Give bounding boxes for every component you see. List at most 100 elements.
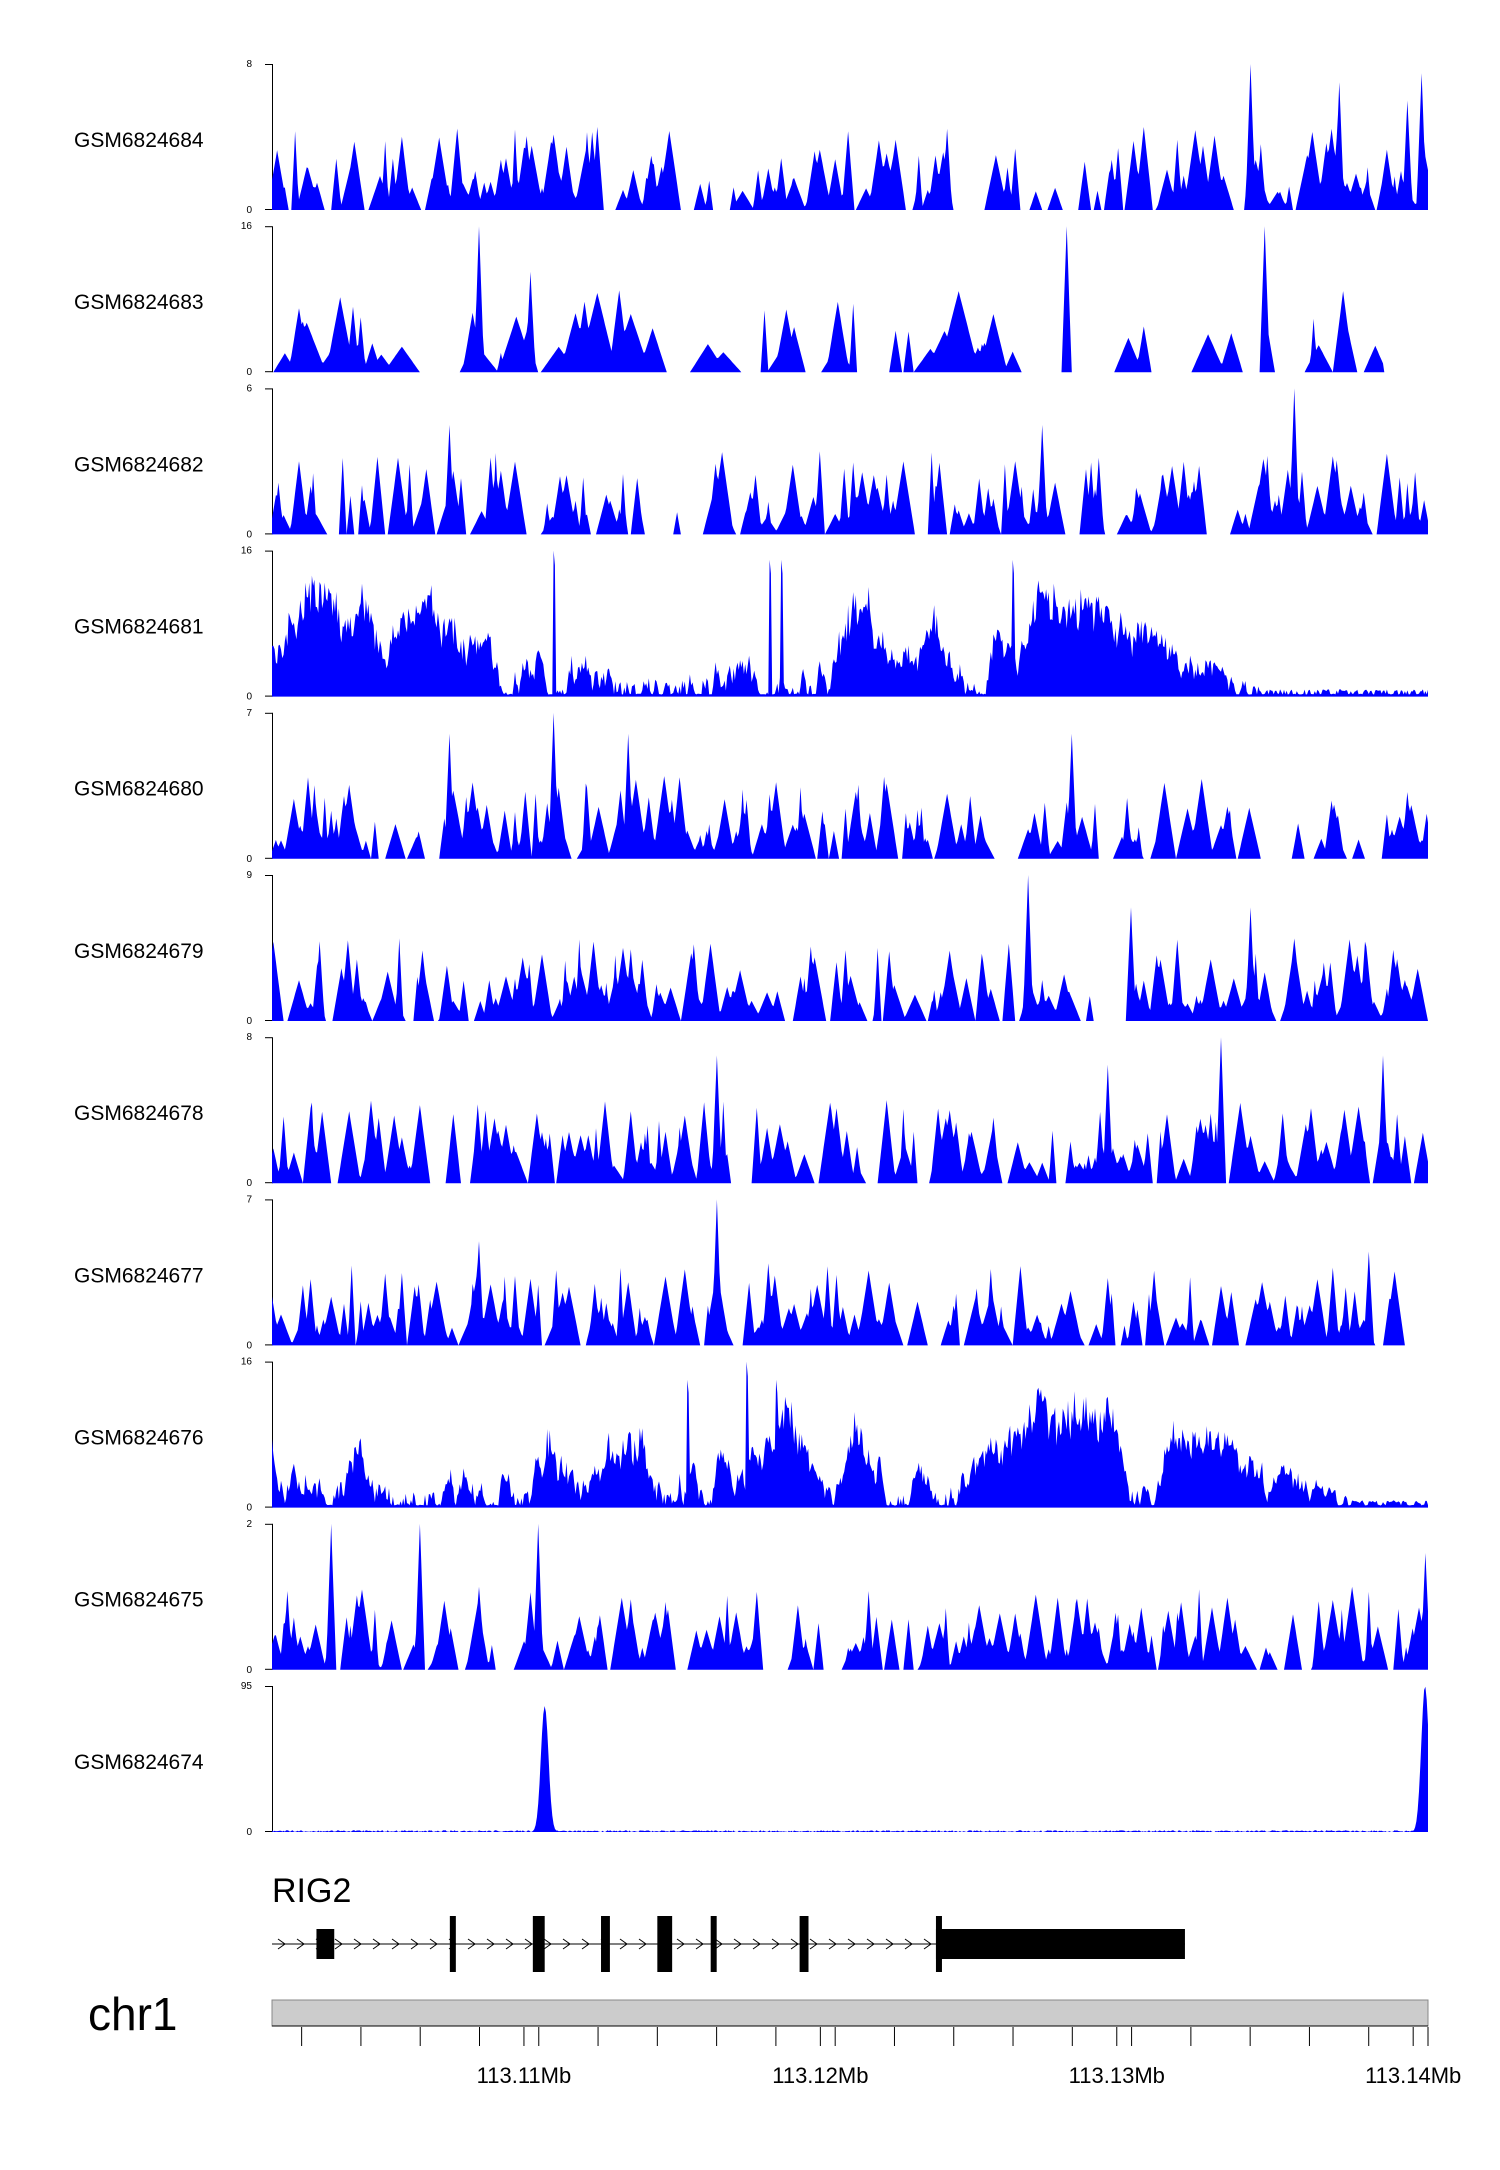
strand-arrow <box>752 1938 761 1950</box>
y-tick-label-min: 0 <box>246 1503 252 1514</box>
strand-arrow <box>847 1938 856 1950</box>
y-tick-label-min: 0 <box>246 529 252 540</box>
coverage-area-GSM6824682 <box>272 388 1428 535</box>
exon <box>601 1916 610 1972</box>
y-tick-label-min: 0 <box>246 854 252 865</box>
strand-arrow <box>429 1938 438 1950</box>
tracks: GSM682468480GSM6824683160GSM682468260GSM… <box>74 59 1428 1838</box>
exon <box>710 1916 717 1972</box>
strand-arrow <box>543 1938 552 1950</box>
strand-arrow <box>467 1938 476 1950</box>
strand-arrow <box>904 1938 913 1950</box>
strand-arrow <box>410 1938 419 1950</box>
x-tick-label: 113.13Mb <box>1069 2063 1165 2088</box>
y-tick-label-min: 0 <box>246 1340 252 1351</box>
track-label: GSM6824675 <box>74 1589 204 1612</box>
y-tick-label-min: 0 <box>246 1178 252 1189</box>
y-tick-label-max: 7 <box>246 1194 252 1205</box>
track-label: GSM6824683 <box>74 291 204 314</box>
y-tick-label-max: 2 <box>246 1519 252 1530</box>
track-GSM6824674: GSM6824674 95 0 <box>74 1681 1428 1838</box>
y-tick-label-max: 95 <box>241 1681 253 1692</box>
chromosome-bar <box>271 1999 1429 2027</box>
coverage-area-GSM6824680 <box>272 712 1428 859</box>
track-label: GSM6824678 <box>74 1102 204 1125</box>
strand-arrow <box>391 1938 400 1950</box>
track-label: GSM6824676 <box>74 1427 204 1450</box>
track-label: GSM6824677 <box>74 1264 204 1287</box>
strand-arrow <box>619 1938 628 1950</box>
strand-arrow <box>771 1938 780 1950</box>
gene-name: RIG2 <box>272 1872 351 1910</box>
y-tick-label-min: 0 <box>246 205 252 216</box>
track-GSM6824682: GSM6824682 6 0 <box>74 383 1428 540</box>
track-GSM6824680: GSM6824680 7 0 <box>74 708 1428 865</box>
strand-arrow <box>790 1938 799 1950</box>
track-label: GSM6824681 <box>74 616 204 639</box>
track-GSM6824683: GSM6824683 16 0 <box>74 221 1428 378</box>
strand-arrow <box>695 1938 704 1950</box>
strand-arrow <box>828 1938 837 1950</box>
coverage-area-GSM6824683 <box>272 226 1428 373</box>
strand-arrow <box>353 1938 362 1950</box>
coverage-area-GSM6824681 <box>272 550 1428 697</box>
exon <box>799 1916 809 1972</box>
strand-arrow <box>676 1938 685 1950</box>
x-tick-label: 113.11Mb <box>477 2063 572 2088</box>
track-GSM6824675: GSM6824675 2 0 <box>74 1519 1428 1676</box>
track-label: GSM6824682 <box>74 453 204 476</box>
track-label: GSM6824679 <box>74 940 204 963</box>
coverage-area-GSM6824675 <box>272 1523 1428 1670</box>
track-GSM6824681: GSM6824681 16 0 <box>74 546 1428 703</box>
strand-arrow <box>486 1938 495 1950</box>
chromosome-axis: chr1 113.11Mb 113.12Mb 113.13Mb 113.14Mb <box>88 1988 1461 2088</box>
y-tick-label-max: 9 <box>246 870 252 881</box>
strand-arrow <box>505 1938 514 1950</box>
track-GSM6824684: GSM6824684 8 0 <box>74 59 1428 216</box>
exon <box>316 1929 335 1959</box>
strand-arrow <box>581 1938 590 1950</box>
coverage-area-GSM6824674 <box>272 1686 1428 1832</box>
y-tick-label-min: 0 <box>246 1827 252 1838</box>
y-tick-label-max: 7 <box>246 708 252 719</box>
exon <box>449 1916 456 1972</box>
y-tick-label-max: 8 <box>246 59 252 70</box>
y-tick-label-min: 0 <box>246 367 252 378</box>
coverage-area-GSM6824679 <box>272 875 1428 1021</box>
x-tick-label: 113.14Mb <box>1365 2063 1461 2088</box>
chromosome-name: chr1 <box>88 1988 177 2040</box>
strand-arrow <box>372 1938 381 1950</box>
exon <box>657 1916 673 1972</box>
gene-track: RIG2 <box>272 1872 1185 1972</box>
track-GSM6824678: GSM6824678 8 0 <box>74 1032 1428 1189</box>
coverage-area-GSM6824676 <box>272 1361 1428 1508</box>
coverage-area-GSM6824678 <box>272 1037 1428 1184</box>
strand-arrow <box>733 1938 742 1950</box>
strand-arrow <box>809 1938 818 1950</box>
strand-arrow <box>866 1938 875 1950</box>
y-tick-label-min: 0 <box>246 1016 252 1027</box>
strand-arrow <box>524 1938 533 1950</box>
track-GSM6824676: GSM6824676 16 0 <box>74 1357 1428 1514</box>
y-tick-label-min: 0 <box>246 692 252 703</box>
strand-arrow <box>296 1938 305 1950</box>
y-tick-label-max: 6 <box>246 383 252 394</box>
strand-arrow <box>885 1938 894 1950</box>
exon <box>935 1916 942 1972</box>
strand-arrow <box>562 1938 571 1950</box>
x-tick-label: 113.12Mb <box>772 2063 868 2088</box>
strand-arrow <box>334 1938 343 1950</box>
exon <box>935 1929 1185 1959</box>
exon <box>532 1916 545 1972</box>
y-tick-label-max: 8 <box>246 1032 252 1043</box>
track-label: GSM6824674 <box>74 1751 204 1774</box>
strand-arrow <box>277 1938 286 1950</box>
y-tick-label-max: 16 <box>241 221 253 232</box>
track-label: GSM6824680 <box>74 778 204 801</box>
y-tick-label-max: 16 <box>241 1357 253 1368</box>
y-tick-label-max: 16 <box>241 546 253 557</box>
strand-arrow <box>923 1938 932 1950</box>
coverage-area-GSM6824677 <box>272 1199 1428 1346</box>
track-label: GSM6824684 <box>74 129 204 152</box>
